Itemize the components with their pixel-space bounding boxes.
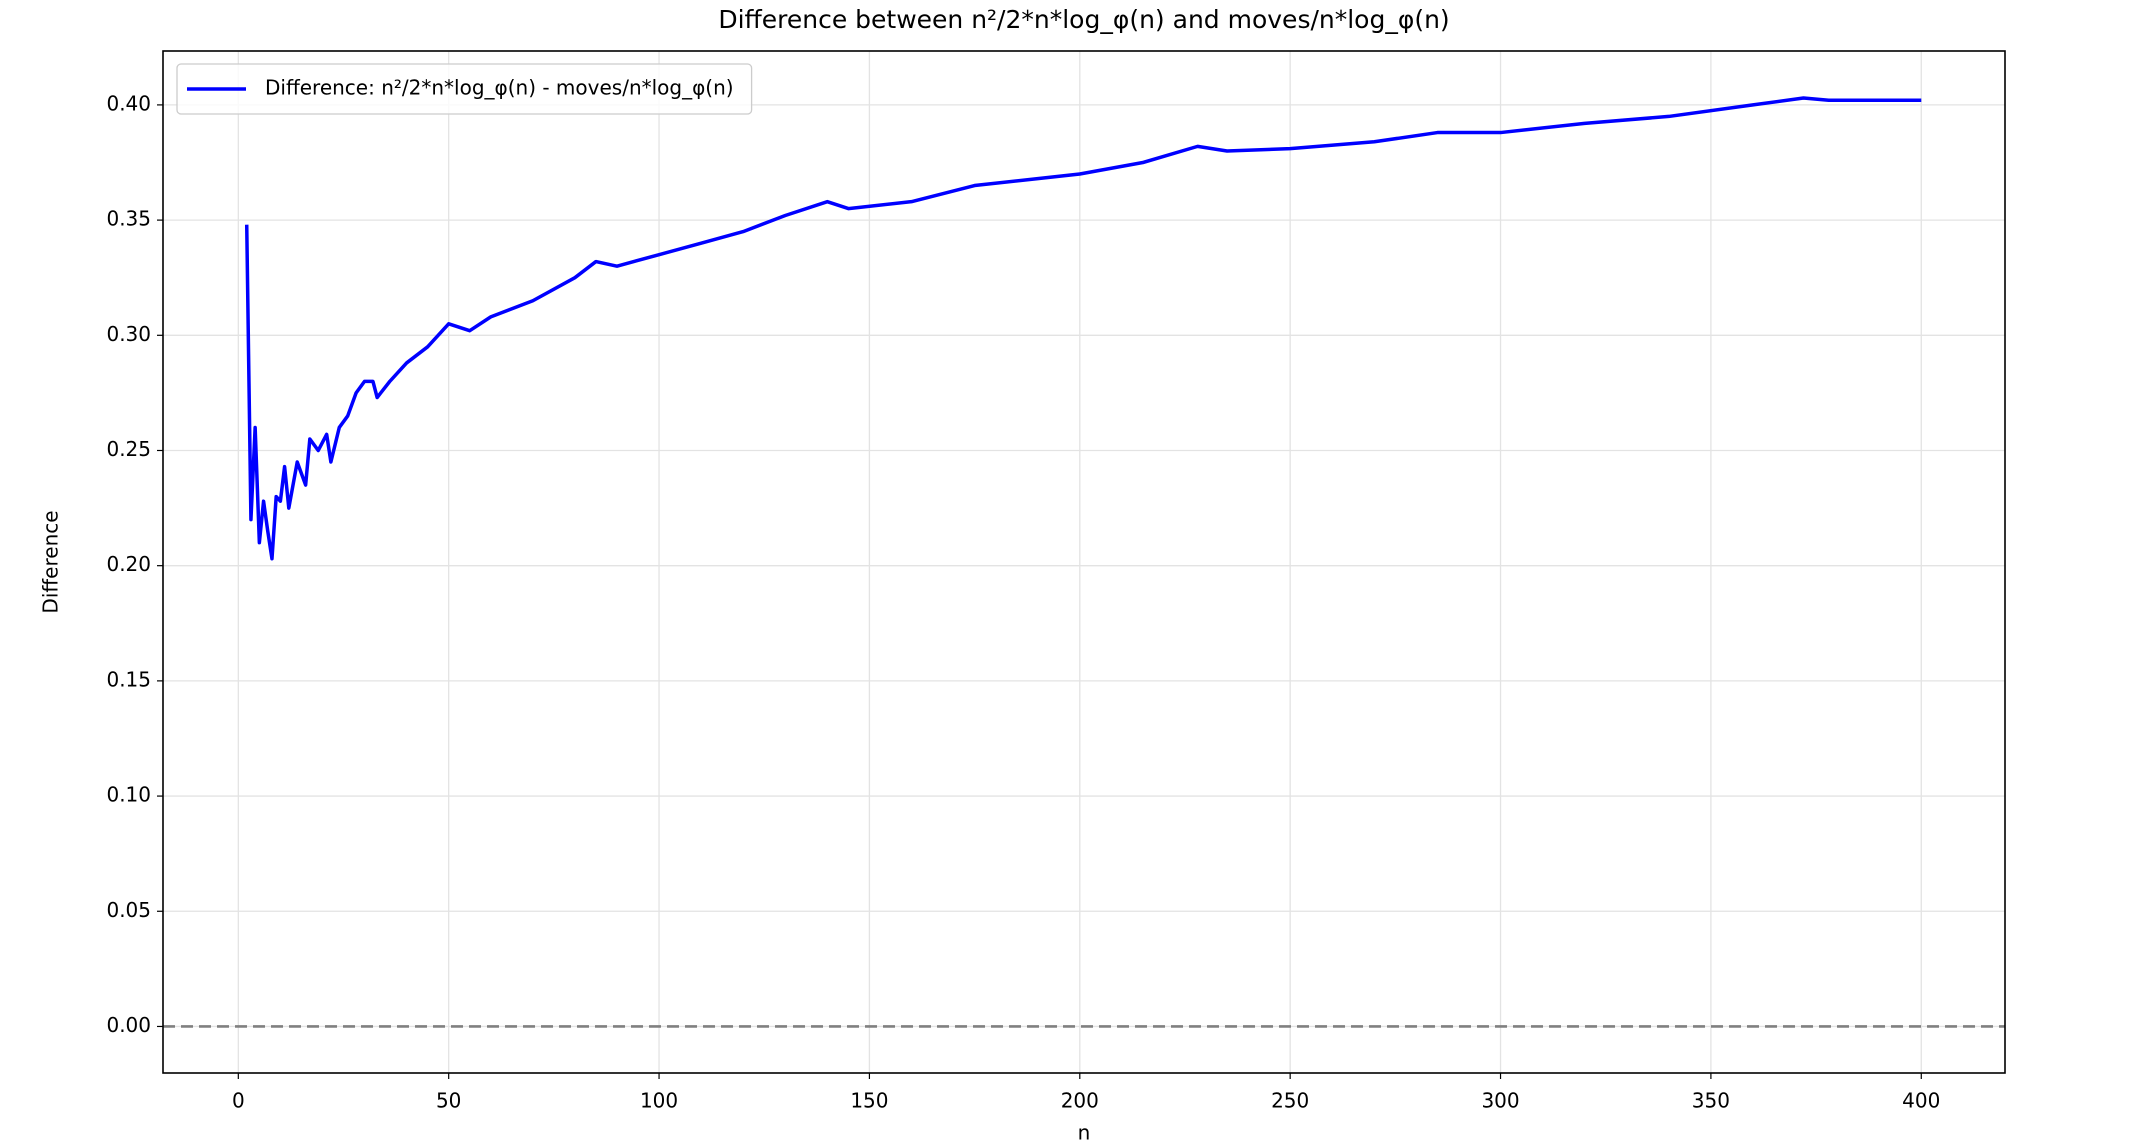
y-tick-label: 0.40: [106, 91, 151, 115]
y-axis-label: Difference: [39, 510, 63, 613]
y-tick-label: 0.20: [106, 552, 151, 576]
x-tick-label: 100: [640, 1089, 678, 1113]
x-tick-label: 400: [1902, 1089, 1940, 1113]
y-tick-label: 0.00: [106, 1013, 151, 1037]
x-tick-label: 0: [232, 1089, 245, 1113]
y-tick-label: 0.35: [106, 207, 151, 231]
plot-frame: [162, 50, 2006, 1074]
legend-box: [176, 63, 753, 115]
y-tick-label: 0.25: [106, 437, 151, 461]
x-tick-label: 300: [1481, 1089, 1519, 1113]
x-axis-label: n: [1078, 1121, 1091, 1145]
x-tick-label: 150: [850, 1089, 888, 1113]
chart-title: Difference between n²/2*n*log_φ(n) and m…: [718, 5, 1449, 34]
y-tick-label: 0.05: [106, 898, 151, 922]
x-tick-label: 200: [1061, 1089, 1099, 1113]
y-tick-label: 0.10: [106, 783, 151, 807]
x-tick-label: 250: [1271, 1089, 1309, 1113]
legend-label: Difference: n²/2*n*log_φ(n) - moves/n*lo…: [265, 76, 734, 100]
x-tick-label: 50: [436, 1089, 461, 1113]
y-tick-label: 0.15: [106, 667, 151, 691]
x-tick-label: 350: [1692, 1089, 1730, 1113]
data-line: [244, 96, 1922, 561]
y-tick-label: 0.30: [106, 322, 151, 346]
